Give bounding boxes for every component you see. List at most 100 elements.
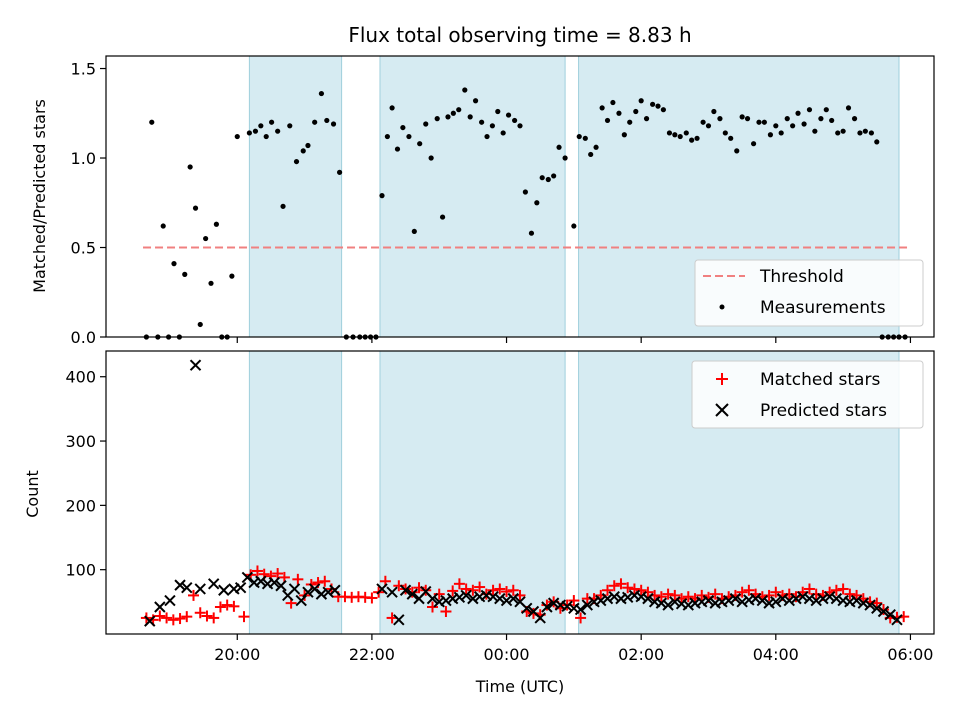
measurement-point (275, 128, 281, 134)
matched-star-point (426, 601, 438, 613)
top-x-ticks (236, 337, 912, 343)
predicted-star-point (241, 571, 254, 584)
predicted-star-point (662, 599, 674, 611)
x-axis-label: Time (UTC) (475, 677, 564, 696)
measurement-point (479, 119, 485, 125)
matched-star-point (527, 607, 539, 619)
matched-star-point (393, 580, 405, 592)
measurement-point (627, 119, 633, 125)
measurement-point (263, 133, 269, 140)
predicted-star-point (601, 592, 614, 605)
matched-star-point (474, 581, 486, 593)
x-tick-label: 22:00 (349, 645, 395, 664)
measurement-point (599, 105, 605, 111)
legend-measurements-swatch (719, 304, 725, 310)
measurement-point (505, 112, 512, 118)
matched-star-point (763, 589, 775, 601)
matched-star-point (154, 610, 166, 622)
measurement-point (823, 107, 829, 113)
y-tick-label: 0.0 (71, 328, 96, 347)
matched-star-point (433, 588, 445, 600)
measurement-point (672, 132, 678, 138)
predicted-star-point (595, 594, 607, 607)
matched-star-point (770, 586, 782, 598)
predicted-star-point (857, 597, 870, 609)
predicted-star-point (467, 592, 479, 605)
predicted-star-point (386, 586, 398, 598)
measurement-point (423, 121, 429, 127)
measurement-point (801, 121, 807, 127)
predicted-star-point (655, 597, 668, 609)
chart-title: Flux total observing time = 8.83 h (348, 23, 691, 47)
measurement-point (829, 117, 835, 124)
measurement-point (689, 137, 695, 143)
measurement-point (868, 130, 874, 136)
predicted-star-point (521, 602, 533, 614)
bottom-y-axis-label: Count (23, 470, 42, 518)
predicted-star-point (500, 594, 513, 607)
measurement-point (571, 223, 577, 229)
predicted-star-point (255, 575, 267, 587)
measurement-point (551, 173, 557, 179)
bottom-axes-frame (105, 350, 935, 635)
measurement-point (633, 108, 639, 115)
measurement-point (711, 108, 717, 115)
measurement-point (705, 123, 712, 129)
predicted-star-point (776, 592, 789, 605)
predicted-star-point (453, 591, 466, 604)
matched-star-point (615, 578, 627, 590)
measurement-point (562, 155, 568, 161)
predicted-star-point (850, 594, 863, 607)
measurement-point (528, 230, 535, 236)
measurement-point (280, 203, 286, 209)
measurement-point (666, 130, 673, 136)
matched-star-point (447, 585, 459, 597)
legend-threshold-label: Threshold (759, 267, 844, 287)
matched-star-point (292, 573, 304, 585)
matched-star-point (851, 589, 863, 601)
measurement-point (650, 101, 656, 107)
predicted-star-point (194, 583, 206, 595)
matched-star-point (507, 584, 519, 596)
measurement-point (484, 133, 490, 140)
measurement-point (851, 116, 858, 122)
matched-star-point (319, 575, 331, 587)
measurement-point (336, 169, 343, 175)
predicted-star-point (164, 594, 176, 607)
measurement-point (556, 144, 562, 150)
measurement-point (744, 116, 751, 122)
bottom-x-ticks: 20:00 22:00 00:00 02:00 04:00 06:00 (214, 634, 933, 664)
matched-star-point (272, 568, 284, 580)
predicted-star-point (669, 596, 681, 608)
predicted-star-point (729, 592, 742, 605)
matched-star-point (494, 583, 506, 595)
predicted-star-point (642, 592, 654, 605)
predicted-star-point (561, 600, 573, 613)
measurement-point (683, 130, 689, 136)
matched-star-point (655, 591, 667, 603)
predicted-star-point (877, 605, 890, 618)
x-tick-label: 02:00 (618, 645, 664, 664)
y-tick-label: 200 (65, 496, 96, 515)
measurement-point (456, 107, 462, 113)
predicted-star-point (174, 579, 186, 591)
measurement-point (694, 135, 700, 141)
shaded-interval (379, 55, 566, 338)
measurement-point (728, 135, 734, 141)
matched-star-point (608, 580, 620, 592)
legend-predicted-label: Predicted stars (760, 401, 887, 421)
measurement-point (778, 130, 784, 136)
y-tick-label: 300 (65, 432, 96, 451)
matched-star-point (188, 589, 200, 601)
predicted-star-point (682, 599, 694, 611)
predicted-star-point (295, 594, 307, 607)
matched-star-point (810, 588, 822, 600)
predicted-star-point (736, 596, 748, 608)
predicted-star-point (218, 584, 230, 596)
predicted-star-point (189, 359, 202, 371)
measurement-point (512, 117, 518, 124)
matched-star-point (743, 584, 755, 596)
measurement-point (874, 139, 880, 145)
measurement-point (318, 90, 325, 97)
measurement-point (734, 148, 740, 154)
